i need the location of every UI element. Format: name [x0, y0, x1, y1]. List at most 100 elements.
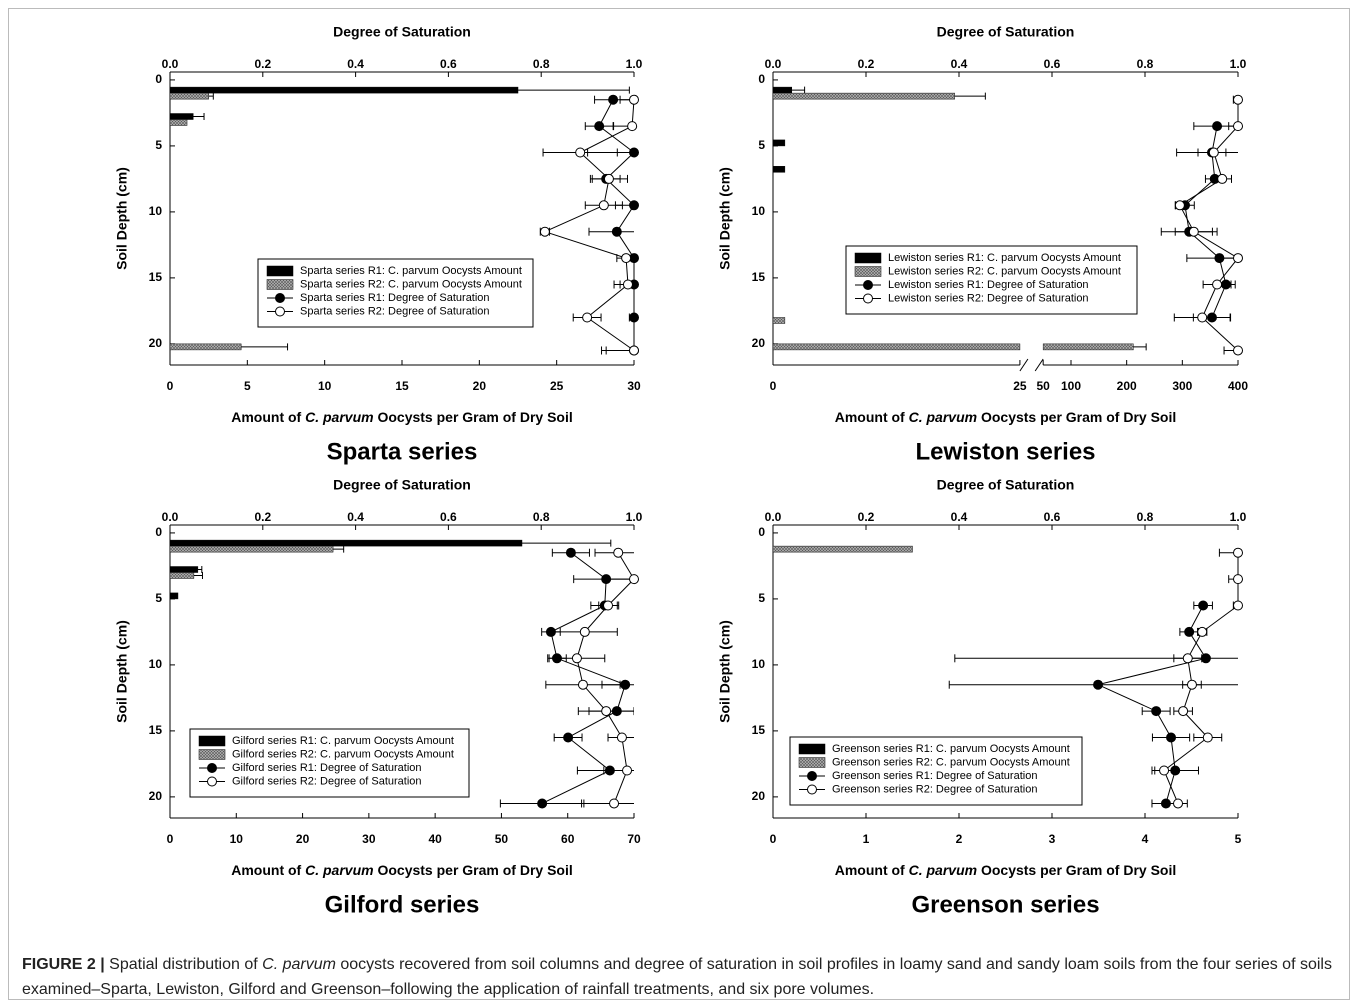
x-tick-label: 300	[1172, 379, 1192, 393]
legend-swatch	[798, 743, 826, 755]
legend-label: Sparta series R2: C. parvum Oocysts Amou…	[300, 278, 522, 290]
saturation-point	[571, 653, 582, 664]
saturation-point	[1198, 600, 1209, 611]
x-axis-label: Amount of C. parvum Oocysts per Gram of …	[231, 409, 573, 425]
saturation-point	[1217, 173, 1228, 184]
legend-label: Sparta series R2: Degree of Saturation	[300, 305, 490, 317]
saturation-point	[1093, 679, 1104, 690]
x2-tick-label: 1.0	[626, 57, 643, 71]
legend-swatch	[266, 265, 294, 277]
y-axis-label: Soil Depth (cm)	[114, 620, 130, 723]
bar	[169, 566, 199, 573]
x-tick-label: 15	[395, 379, 409, 393]
saturation-point	[1170, 765, 1181, 776]
x-tick-label: 20	[473, 379, 487, 393]
x-tick-label: 30	[627, 379, 641, 393]
bar	[169, 113, 194, 120]
figure-border	[8, 8, 1350, 1000]
x-axis-label-part: C. parvum	[305, 409, 373, 425]
legend-box	[189, 728, 470, 798]
legend-label: Greenson series R1: Degree of Saturation	[832, 770, 1037, 782]
saturation-point	[1182, 653, 1193, 664]
saturation-point	[604, 765, 615, 776]
x-tick-label: 60	[561, 832, 575, 846]
y-tick-label: 5	[155, 591, 162, 605]
saturation-line	[1179, 99, 1239, 351]
y-tick-label: 15	[149, 723, 163, 737]
x-tick-label: 400	[1228, 379, 1248, 393]
panel-title: Greenson series	[911, 891, 1099, 918]
x2-tick-label: 0.8	[1137, 57, 1154, 71]
legend-swatch	[198, 735, 226, 747]
saturation-point	[1212, 279, 1223, 290]
saturation-point	[1233, 345, 1243, 356]
saturation-point	[611, 226, 622, 237]
saturation-point	[565, 547, 576, 558]
x2-tick-label: 0.2	[858, 57, 875, 71]
caption-italic: C. parvum	[262, 956, 336, 973]
bar-hatch	[170, 93, 209, 100]
x2-tick-label: 1.0	[1230, 510, 1247, 524]
y-tick-label: 0	[155, 72, 162, 86]
saturation-point	[1200, 653, 1211, 664]
saturation-point	[629, 574, 639, 585]
saturation-point	[1197, 626, 1208, 637]
legend-swatch-hatch	[267, 279, 293, 290]
x2-tick-label: 0.4	[347, 510, 364, 524]
saturation-point	[620, 679, 631, 690]
x-axis-label-part: Amount of	[835, 409, 909, 425]
saturation-point	[629, 345, 639, 356]
saturation-point	[1166, 732, 1177, 743]
legend-box	[845, 245, 1138, 315]
legend-marker	[275, 306, 285, 317]
saturation-line	[1163, 552, 1239, 804]
saturation-point	[1160, 798, 1171, 809]
saturation-line	[598, 99, 635, 351]
legend-marker	[207, 763, 217, 773]
bar-hatch	[773, 343, 1020, 350]
saturation-point	[609, 798, 620, 809]
legend-box	[789, 736, 1083, 806]
x2-tick-label: 0.6	[1044, 510, 1061, 524]
x-tick-label: 0	[770, 832, 777, 846]
saturation-point	[1220, 279, 1231, 290]
x-axis-label: Amount of C. parvum Oocysts per Gram of …	[231, 862, 573, 878]
x-axis-label-part: Amount of	[231, 862, 305, 878]
x2-tick-label: 0.8	[1137, 510, 1154, 524]
x2-tick-label: 1.0	[1230, 57, 1247, 71]
saturation-point	[608, 94, 619, 105]
legend-swatch-hatch	[799, 757, 825, 768]
saturation-point	[1233, 600, 1243, 611]
saturation-point	[629, 200, 639, 211]
saturation-point	[1212, 121, 1223, 132]
x-axis-label-part: Amount of	[231, 409, 305, 425]
x-tick-label: 50	[1036, 379, 1050, 393]
panel-title: Sparta series	[327, 438, 478, 465]
x2-tick-label: 0.4	[951, 510, 968, 524]
x-tick-label: 40	[428, 832, 442, 846]
x2-axis-label: Degree of Saturation	[333, 24, 471, 40]
saturation-point	[1174, 200, 1185, 211]
x2-axis-label: Degree of Saturation	[333, 477, 471, 493]
legend-label: Gilford series R1: Degree of Saturation	[232, 762, 422, 774]
legend-label: Greenson series R1: C. parvum Oocysts Am…	[832, 743, 1070, 755]
y-tick-label: 20	[752, 789, 766, 803]
y-tick-label: 20	[149, 789, 163, 803]
x-tick-label: 25	[550, 379, 564, 393]
bar-hatch	[773, 317, 785, 324]
x-axis-label-part: C. parvum	[305, 862, 373, 878]
legend-label: Lewiston series R1: C. parvum Oocysts Am…	[888, 252, 1121, 264]
y-tick-label: 0	[758, 72, 765, 86]
bar	[169, 592, 179, 600]
saturation-point	[1206, 312, 1217, 323]
x2-tick-label: 0.0	[765, 510, 782, 524]
panel-title: Lewiston series	[915, 438, 1095, 465]
y-axis-label: Soil Depth (cm)	[717, 167, 733, 270]
legend-marker	[863, 280, 873, 290]
saturation-point	[545, 626, 556, 637]
saturation-point	[582, 312, 593, 323]
x2-axis-label: Degree of Saturation	[937, 477, 1075, 493]
bar-hatch	[170, 572, 194, 579]
legend-label: Greenson series R2: C. parvum Oocysts Am…	[832, 756, 1070, 768]
